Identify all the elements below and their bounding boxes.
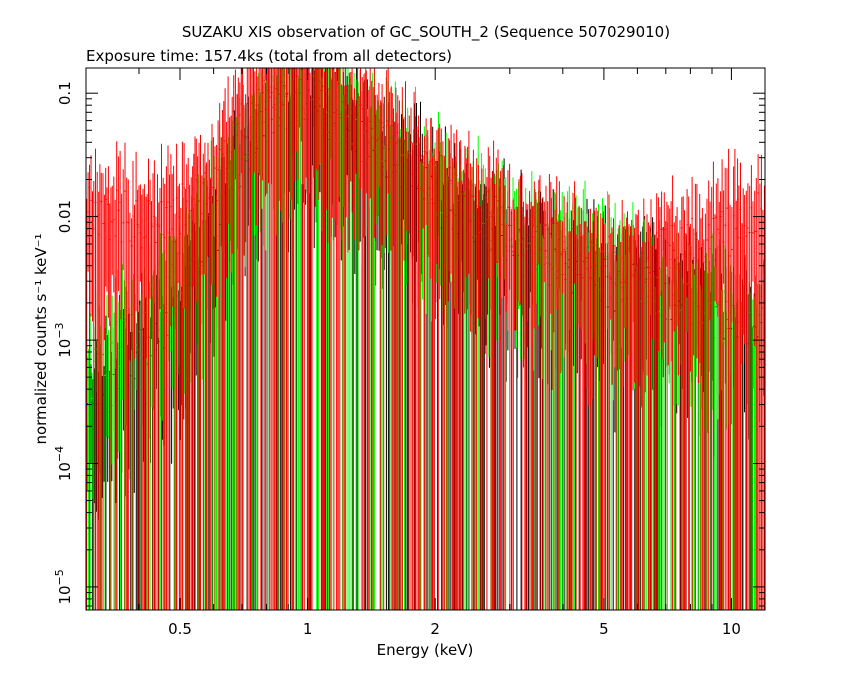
series-layer (86, 67, 766, 610)
x-tick-label: 10 (722, 620, 741, 638)
y-tick-label: 10−3 (53, 322, 74, 357)
x-tick-label: 1 (303, 620, 313, 638)
chart-subtitle: Exposure time: 157.4ks (total from all d… (86, 47, 452, 65)
x-axis-label: Energy (keV) (377, 641, 474, 659)
y-tick-label: 0.1 (56, 81, 74, 105)
y-tick-label: 10−4 (53, 446, 74, 481)
tick-labels: 0.5 1 2 5 10 0.1 0.01 10−3 10−4 10−5 (53, 81, 741, 638)
plot-frame (85, 67, 766, 611)
y-tick-label: 0.01 (56, 200, 74, 233)
y-tick-label: 10−5 (53, 569, 74, 604)
x-tick-label: 0.5 (168, 620, 192, 638)
x-tick-label: 2 (430, 620, 440, 638)
series-0 (86, 67, 765, 610)
y-axis-label: normalized counts s⁻¹ keV⁻¹ (32, 233, 50, 444)
chart-title: SUZAKU XIS observation of GC_SOUTH_2 (Se… (182, 23, 670, 42)
x-tick-label: 5 (599, 620, 609, 638)
axis-ticks (85, 68, 765, 610)
